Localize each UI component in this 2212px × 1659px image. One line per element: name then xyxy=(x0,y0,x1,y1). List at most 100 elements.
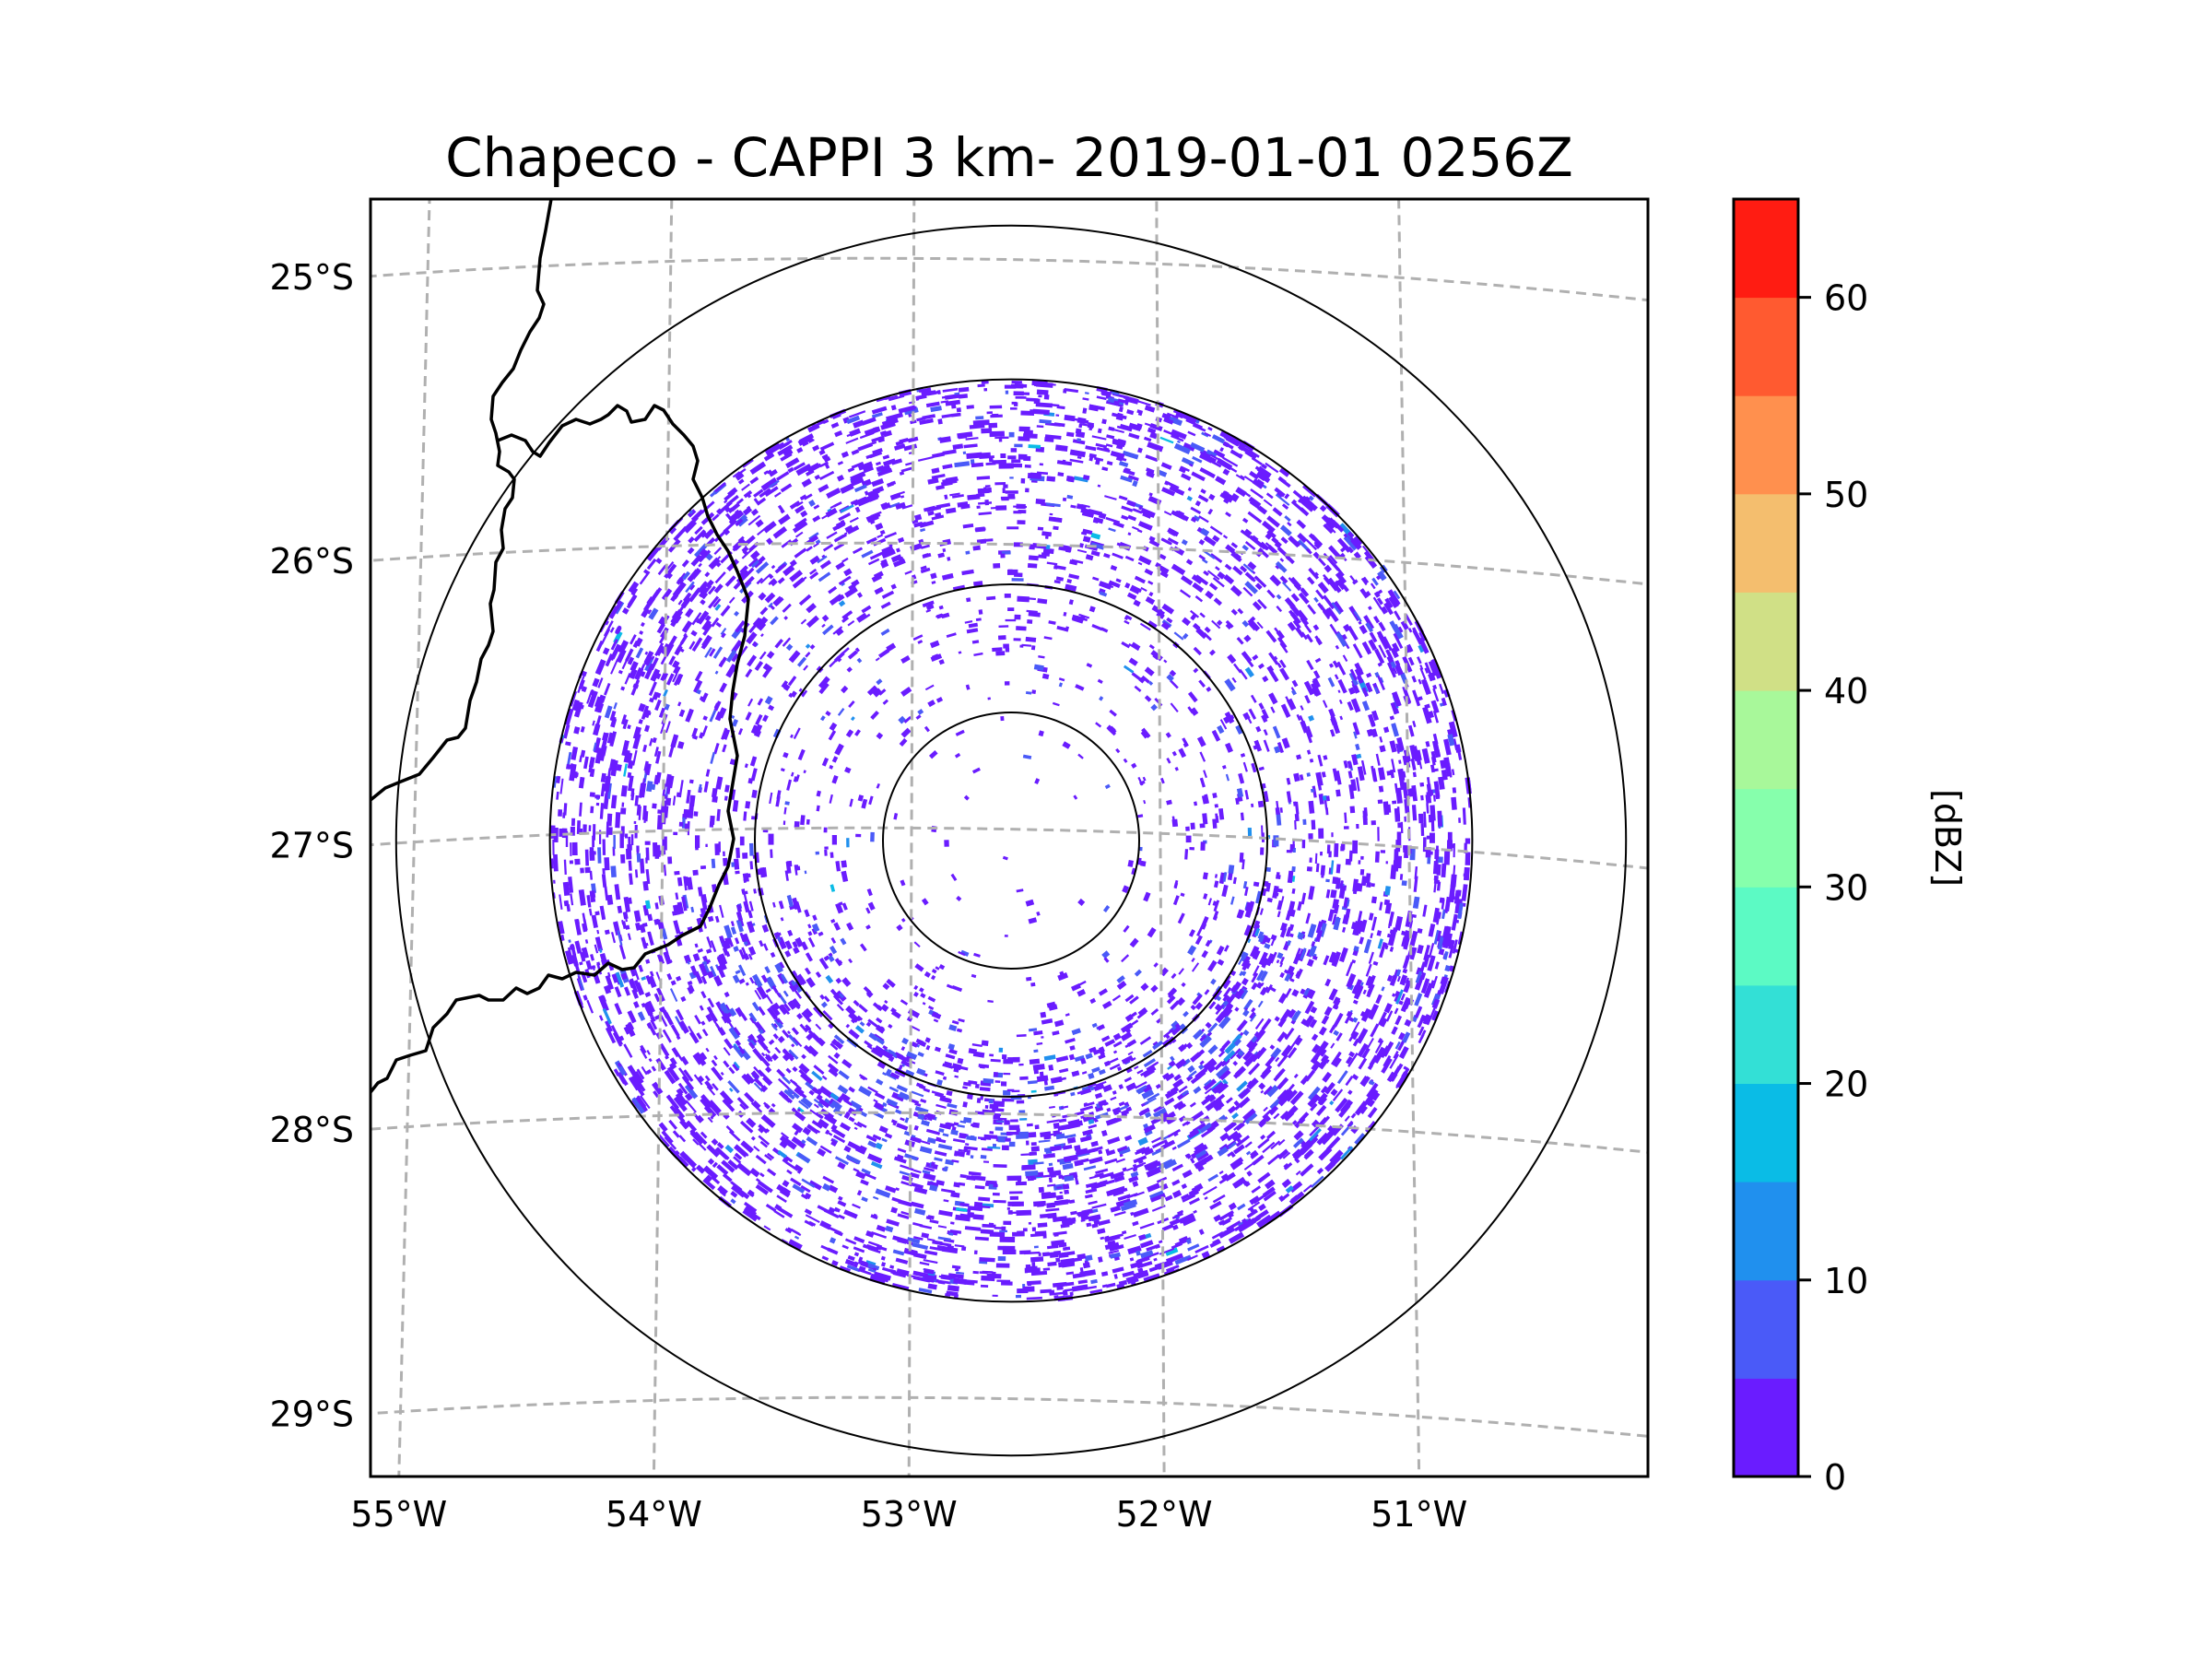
echo-cell xyxy=(1181,982,1186,987)
echo-cell xyxy=(1126,500,1136,508)
echo-cell xyxy=(1028,1221,1032,1225)
echo-cell xyxy=(1218,1226,1236,1239)
echo-cell xyxy=(1046,476,1056,482)
echo-cell xyxy=(1432,794,1436,802)
echo-cell xyxy=(815,851,820,855)
echo-cell xyxy=(1217,724,1225,735)
echo-cell xyxy=(733,1156,742,1164)
echo-cell xyxy=(1133,1161,1147,1169)
echo-cell xyxy=(665,797,672,806)
echo-cell xyxy=(952,584,966,591)
echo-cell xyxy=(747,1119,754,1125)
echo-cell xyxy=(1038,394,1042,398)
echo-cell xyxy=(1300,587,1310,597)
echo-cell xyxy=(677,741,685,749)
echo-cell xyxy=(709,815,715,826)
echo-cell xyxy=(1400,996,1411,1013)
echo-cell xyxy=(1021,1164,1036,1171)
echo-cell xyxy=(911,1041,919,1048)
echo-cell xyxy=(911,1135,916,1138)
echo-cell xyxy=(866,488,880,498)
echo-cell xyxy=(1406,643,1414,653)
echo-cell xyxy=(1024,465,1031,468)
echo-cell xyxy=(1432,688,1440,702)
echo-cell xyxy=(830,936,837,944)
echo-cell xyxy=(586,690,593,704)
echo-cell xyxy=(769,578,778,587)
echo-cell xyxy=(1149,431,1158,440)
echo-cell xyxy=(1265,959,1272,966)
echo-cell xyxy=(1199,777,1206,788)
echo-cell xyxy=(1347,687,1356,695)
echo-cell xyxy=(1293,772,1300,782)
echo-cell xyxy=(920,993,926,999)
echo-cell xyxy=(828,1206,836,1214)
echo-cell xyxy=(783,616,789,620)
echo-cell xyxy=(1369,717,1376,727)
echo-cell xyxy=(798,433,815,444)
echo-cell xyxy=(1276,874,1281,880)
echo-cell xyxy=(770,1004,781,1017)
echo-cell xyxy=(1352,999,1359,1005)
echo-cell xyxy=(1080,507,1090,514)
echo-cell xyxy=(650,657,659,671)
echo-cell xyxy=(951,394,960,399)
echo-cell xyxy=(1151,1148,1162,1156)
echo-cell xyxy=(1442,950,1449,960)
echo-cell xyxy=(920,527,926,533)
echo-cell xyxy=(1312,624,1320,631)
echo-cell xyxy=(1361,687,1369,698)
echo-cell xyxy=(903,715,912,724)
echo-cell xyxy=(593,851,596,855)
echo-cell xyxy=(1244,789,1250,800)
echo-cell xyxy=(867,1140,877,1148)
echo-cell xyxy=(1251,1050,1263,1063)
echo-cell xyxy=(1065,1271,1075,1276)
echo-cell xyxy=(1247,1042,1258,1054)
echo-cell xyxy=(784,870,789,881)
echo-cell xyxy=(700,895,708,911)
echo-cell xyxy=(1339,1146,1354,1160)
echo-cell xyxy=(789,1078,803,1090)
echo-cell xyxy=(1392,993,1396,997)
echo-cell xyxy=(782,1076,792,1085)
echo-cell xyxy=(1432,710,1440,724)
echo-cell xyxy=(735,1040,742,1047)
echo-cell xyxy=(1208,493,1216,501)
echo-cell xyxy=(1279,927,1288,938)
echo-cell xyxy=(1244,540,1256,551)
echo-cell xyxy=(618,669,623,675)
echo-cell xyxy=(1359,1104,1368,1114)
echo-cell xyxy=(1002,855,1008,861)
echo-cell xyxy=(606,768,612,782)
echo-cell xyxy=(1377,675,1385,690)
echo-cell xyxy=(1077,898,1086,906)
echo-cell xyxy=(1379,745,1386,753)
echo-cell xyxy=(1038,730,1044,737)
echo-cell xyxy=(1060,1223,1070,1229)
echo-cell xyxy=(592,720,595,726)
echo-cell xyxy=(610,643,621,660)
echo-cell xyxy=(713,583,724,594)
echo-cell xyxy=(916,417,926,422)
echo-cell xyxy=(1396,831,1402,847)
echo-cell xyxy=(800,815,806,826)
echo-cell xyxy=(1287,1047,1298,1059)
echo-cell xyxy=(1027,1267,1041,1273)
echo-cell xyxy=(1318,1026,1327,1036)
echo-cell xyxy=(848,700,855,709)
echo-cell xyxy=(880,501,888,510)
echo-cell xyxy=(1058,1067,1069,1074)
echo-cell xyxy=(630,587,639,596)
echo-cell xyxy=(1033,1030,1043,1036)
echo-cell xyxy=(930,572,937,580)
echo-cell xyxy=(1029,1151,1038,1156)
echo-cell xyxy=(1191,421,1203,429)
echo-cell xyxy=(700,692,709,703)
echo-cell xyxy=(628,873,633,886)
echo-cell xyxy=(1074,1054,1085,1063)
echo-cell xyxy=(956,895,962,901)
echo-cell xyxy=(1277,1031,1287,1042)
echo-cell xyxy=(952,1138,966,1144)
echo-cell xyxy=(723,1046,731,1056)
